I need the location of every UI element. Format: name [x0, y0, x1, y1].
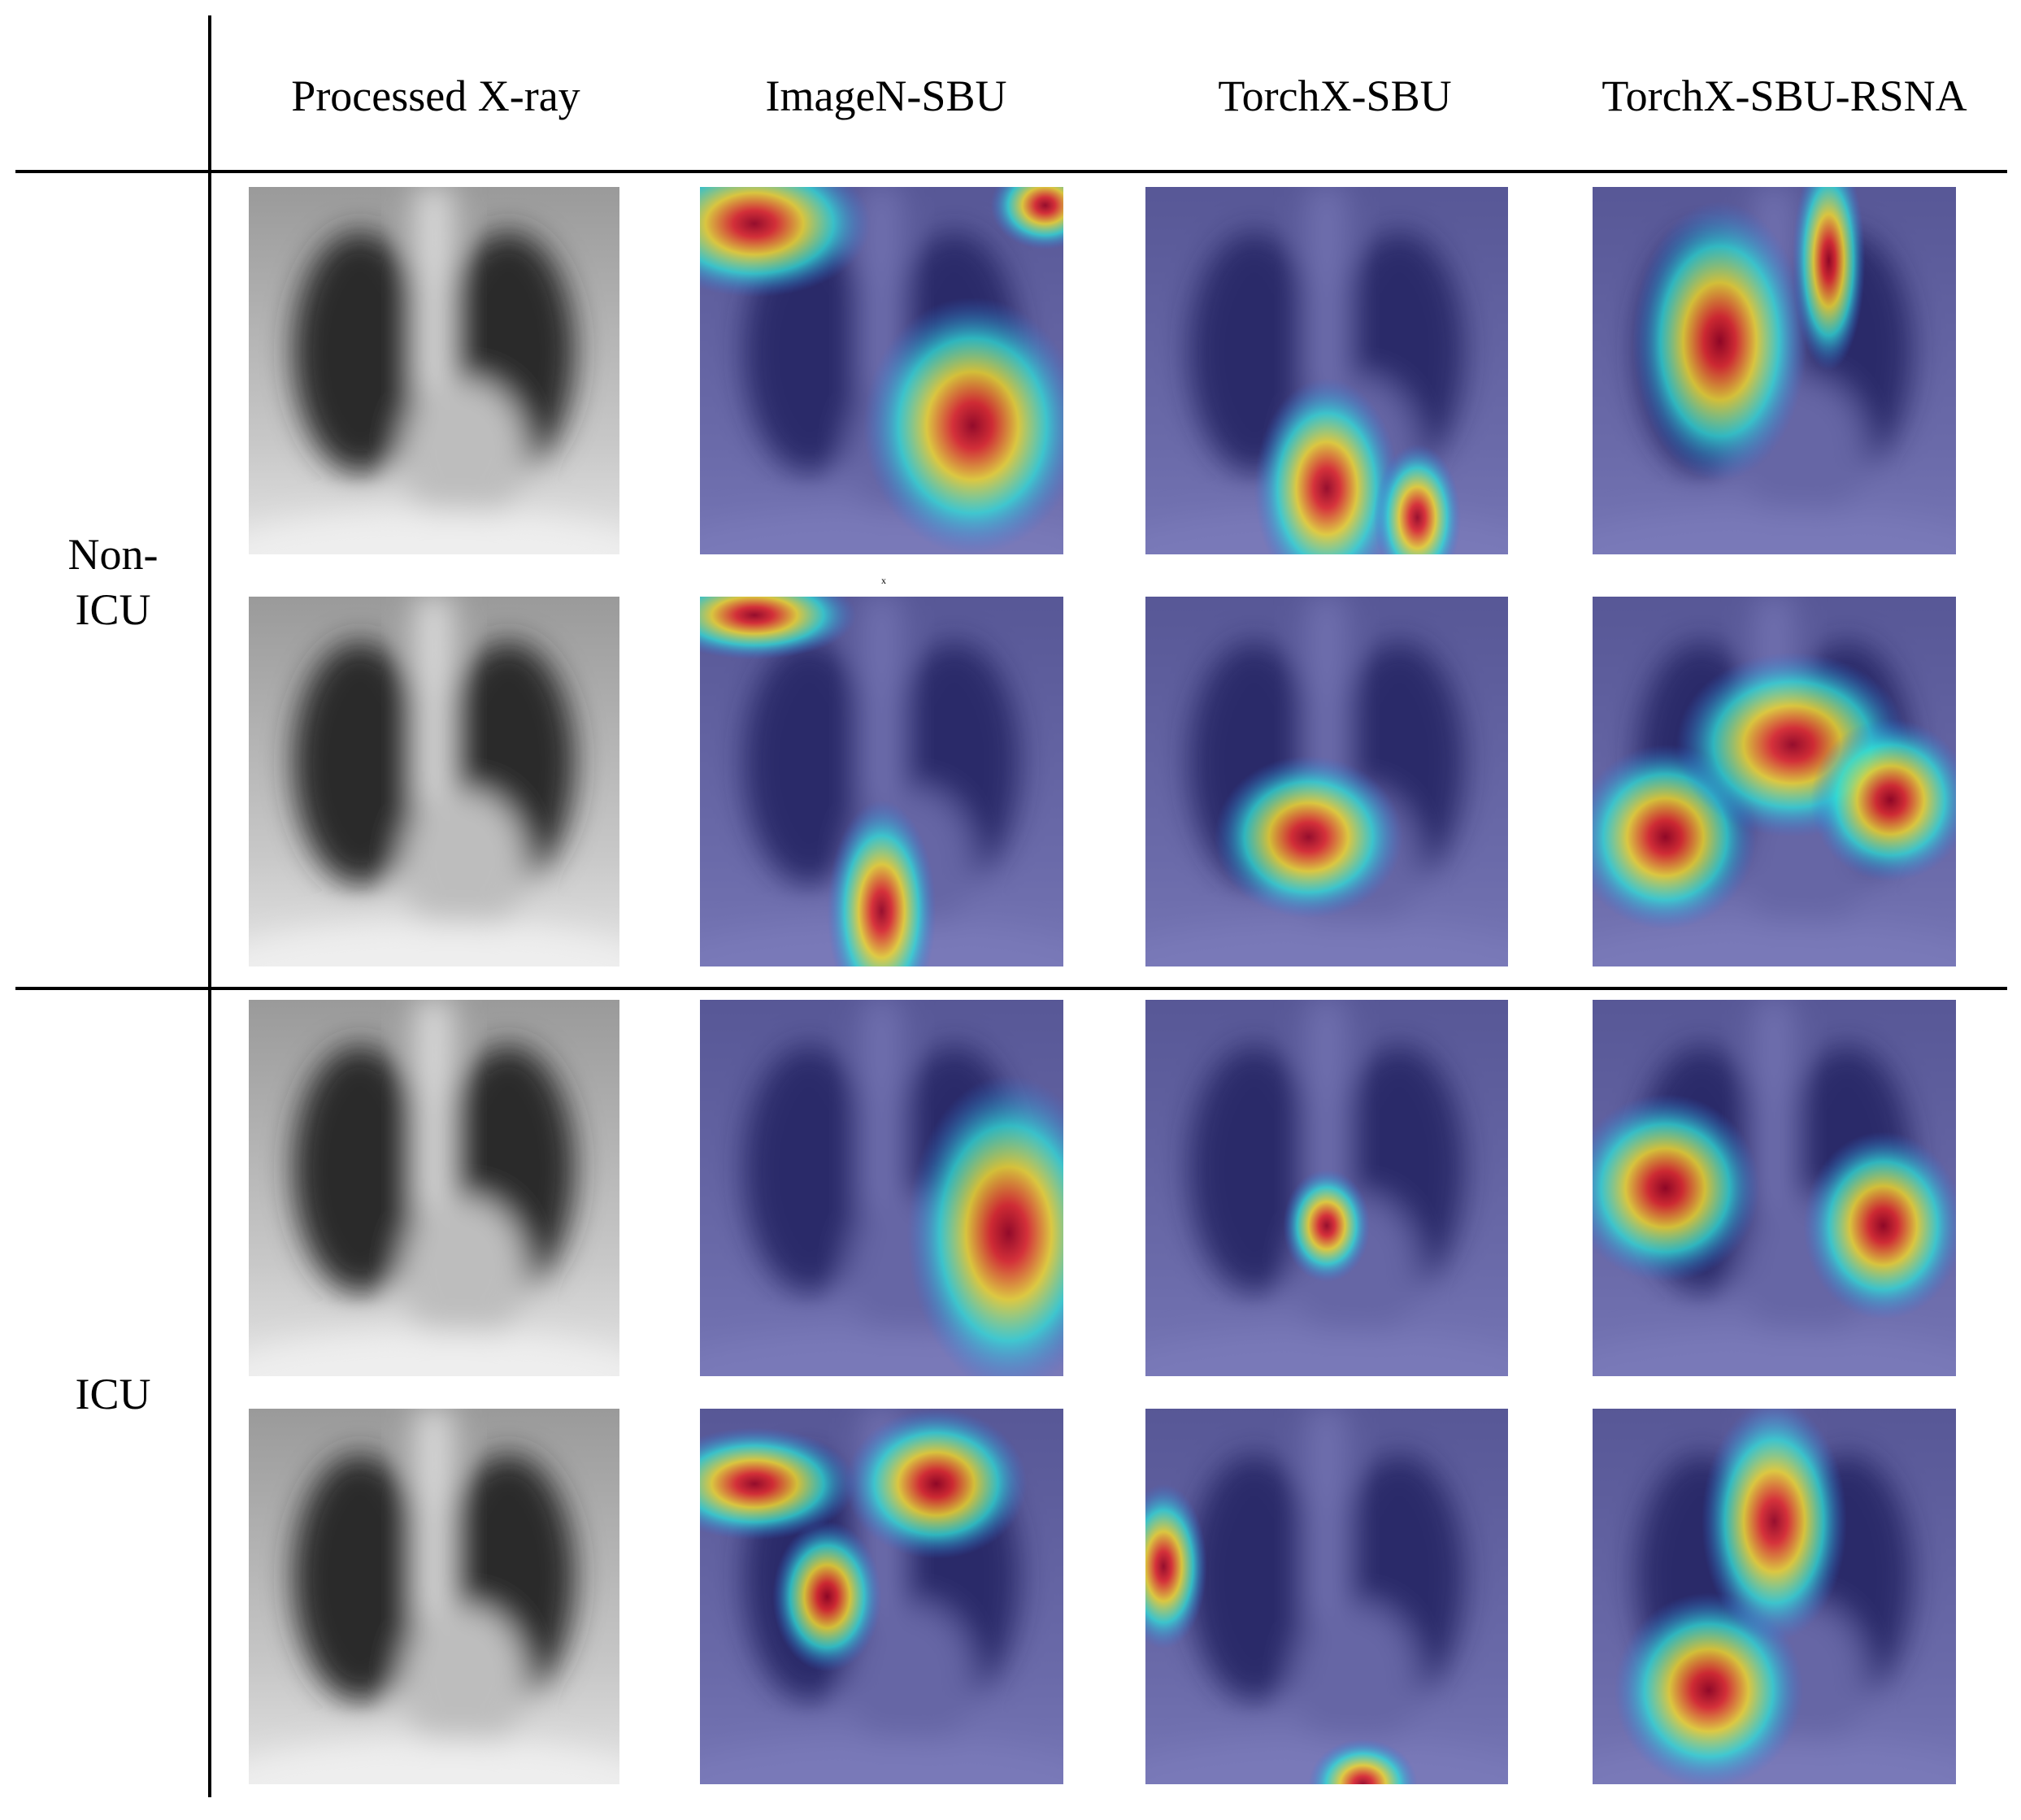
heat-spot	[1593, 1093, 1760, 1283]
xray-panel	[1593, 597, 1956, 966]
xray-panel	[249, 1409, 619, 1784]
heat-spot	[1283, 1169, 1371, 1283]
diaphragm	[249, 1739, 619, 1784]
heat-spot	[827, 800, 937, 966]
xray-panel	[1145, 1000, 1508, 1376]
heat-spot	[1810, 719, 1956, 882]
heat-spot	[906, 1075, 1063, 1376]
xray-panel	[1593, 187, 1956, 554]
xray-panel	[700, 597, 1063, 966]
row-label: ICU	[76, 585, 151, 634]
lung	[293, 1453, 427, 1702]
stray-mark: x	[881, 575, 886, 586]
xray-anatomy	[249, 187, 619, 554]
xray-panel	[700, 1409, 1063, 1784]
xray-panel	[700, 1000, 1063, 1376]
heat-spot	[1702, 1409, 1847, 1642]
heat-spot	[863, 297, 1063, 554]
heat-spot	[1803, 1132, 1956, 1320]
heart	[400, 1195, 527, 1346]
lung	[293, 231, 427, 474]
lung	[293, 641, 427, 885]
row-label: ICU	[76, 1370, 151, 1418]
heart	[400, 1604, 527, 1755]
lung	[293, 1045, 427, 1294]
heat-spot	[700, 187, 871, 298]
xray-anatomy	[249, 1000, 619, 1376]
heat-spot	[1373, 444, 1462, 554]
heat-spot	[700, 1427, 857, 1540]
heat-spot	[845, 1409, 1028, 1559]
xray-panel	[249, 597, 619, 966]
column-header: TorchX-SBU-RSNA	[1602, 72, 1967, 120]
xray-panel	[1145, 1409, 1508, 1784]
xray-panel	[249, 1000, 619, 1376]
column-header: ImageN-SBU	[766, 72, 1007, 120]
heat-spot	[1145, 1483, 1207, 1649]
diaphragm	[249, 922, 619, 966]
heart	[400, 378, 527, 525]
diaphragm	[249, 1331, 619, 1376]
xray-panel	[700, 187, 1063, 554]
xray-panel	[1145, 597, 1508, 966]
heat-spot	[1792, 187, 1866, 371]
xray-panel	[249, 187, 619, 554]
column-header: Processed X-ray	[291, 72, 580, 120]
heat-spot	[1214, 755, 1403, 919]
heat-spot	[700, 597, 857, 660]
heat-spot	[1254, 378, 1400, 554]
xray-anatomy	[249, 1409, 619, 1784]
heat-spot	[1632, 202, 1807, 481]
xray-anatomy	[249, 597, 619, 966]
heart	[400, 788, 527, 937]
xray-panel	[1593, 1409, 1956, 1784]
column-header: TorchX-SBU	[1218, 72, 1451, 120]
xray-panel	[1145, 187, 1508, 554]
diaphragm	[249, 510, 619, 554]
row-label: Non-	[68, 530, 159, 579]
xray-panel	[1593, 1000, 1956, 1376]
heat-spot	[772, 1521, 882, 1672]
heat-spot	[990, 187, 1063, 250]
heat-spot	[1614, 1592, 1804, 1784]
heat-spot	[1308, 1739, 1418, 1784]
heatmap-overlay	[1145, 1409, 1508, 1784]
